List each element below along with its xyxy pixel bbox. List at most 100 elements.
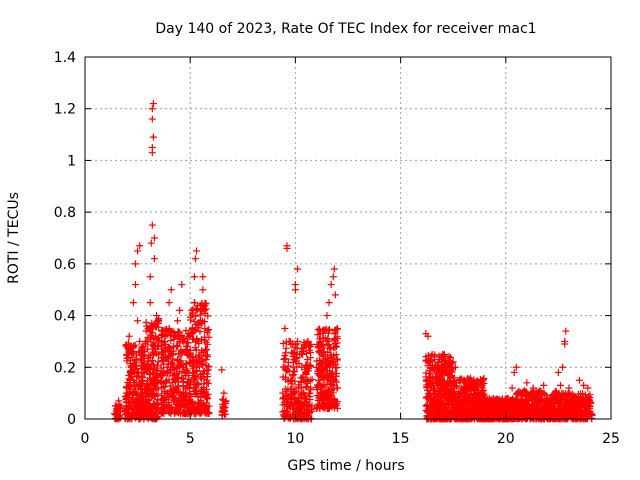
dense-data-point	[295, 383, 303, 391]
dense-data-point	[333, 355, 341, 363]
data-point	[180, 337, 188, 345]
data-point	[174, 317, 182, 325]
dense-data-point	[284, 402, 292, 410]
dense-data-point	[330, 404, 338, 412]
data-point	[191, 255, 199, 263]
x-tick-label: 20	[497, 431, 515, 447]
y-tick-label: 0.8	[54, 205, 76, 221]
dense-data-point	[570, 414, 578, 422]
dense-data-point	[136, 405, 144, 413]
dense-data-point	[328, 368, 336, 376]
dense-data-point	[314, 400, 322, 408]
dense-data-point	[452, 379, 460, 387]
dense-data-point	[151, 343, 159, 351]
dense-data-point	[191, 373, 199, 381]
dense-data-point	[129, 368, 137, 376]
data-point	[138, 389, 146, 397]
data-point	[550, 389, 558, 397]
dense-data-point	[430, 356, 438, 364]
dense-data-point	[332, 326, 340, 334]
dense-data-point	[291, 377, 299, 385]
data-point	[123, 384, 131, 392]
data-point	[289, 389, 297, 397]
x-axis-label: GPS time / hours	[287, 458, 404, 474]
data-point	[294, 337, 302, 345]
dense-data-point	[173, 357, 181, 365]
data-point	[148, 115, 156, 123]
dense-data-point	[173, 408, 181, 416]
data-point	[220, 402, 228, 410]
data-point	[323, 312, 331, 320]
data-point	[294, 265, 302, 273]
data-point	[125, 402, 133, 410]
dense-data-point	[490, 404, 498, 412]
dense-data-point	[424, 362, 432, 370]
dense-data-point	[192, 312, 200, 320]
dense-data-point	[155, 316, 163, 324]
data-points	[110, 100, 594, 418]
dense-data-point	[300, 338, 308, 346]
dense-data-point	[187, 359, 195, 367]
dense-data-point	[422, 369, 430, 377]
dense-data-point	[144, 396, 152, 404]
data-point	[464, 394, 472, 402]
dense-data-point	[131, 369, 139, 377]
dense-data-point	[422, 357, 430, 365]
dense-data-point	[494, 414, 502, 422]
dense-data-point	[325, 337, 333, 345]
data-point	[580, 381, 588, 389]
dense-data-point	[467, 387, 475, 395]
data-point	[131, 260, 139, 268]
data-point	[190, 273, 198, 281]
dense-data-point	[172, 404, 180, 412]
data-point	[153, 312, 161, 320]
data-point	[144, 363, 152, 371]
dense-data-point	[170, 397, 178, 405]
dense-data-point	[460, 396, 468, 404]
data-point	[544, 394, 552, 402]
data-point	[445, 368, 453, 376]
dense-data-point	[432, 373, 440, 381]
dense-data-point	[587, 410, 595, 418]
data-point	[161, 389, 169, 397]
dense-data-point	[422, 377, 430, 385]
data-point	[136, 337, 144, 345]
dense-data-point	[522, 393, 530, 401]
data-point	[441, 389, 449, 397]
dense-data-point	[422, 406, 430, 414]
dense-data-point	[157, 331, 165, 339]
data-point	[428, 350, 436, 358]
data-point	[171, 376, 179, 384]
dense-data-point	[568, 405, 576, 413]
dense-data-point	[187, 391, 195, 399]
dense-data-point	[149, 356, 157, 364]
data-point	[193, 363, 201, 371]
dense-data-point	[173, 331, 181, 339]
data-point	[315, 343, 323, 351]
y-tick-label: 0.2	[54, 360, 76, 376]
dense-data-point	[515, 414, 523, 422]
data-point	[136, 242, 144, 250]
dense-data-point	[308, 407, 316, 415]
dense-data-point	[454, 389, 462, 397]
dense-data-point	[163, 354, 171, 362]
dense-data-point	[183, 342, 191, 350]
dense-data-point	[199, 370, 207, 378]
dense-data-point	[164, 331, 172, 339]
dense-data-point	[437, 383, 445, 391]
dense-data-point	[305, 402, 313, 410]
dense-data-point	[447, 386, 455, 394]
dense-data-point	[169, 396, 177, 404]
dense-data-point	[332, 351, 340, 359]
data-point	[203, 376, 211, 384]
dense-data-point	[466, 374, 474, 382]
dense-data-point	[284, 392, 292, 400]
dense-data-point	[473, 405, 481, 413]
data-point	[325, 299, 333, 307]
dense-data-point	[565, 404, 573, 412]
dense-data-point	[324, 399, 332, 407]
data-point	[485, 402, 493, 410]
data-point	[285, 337, 293, 345]
data-point	[291, 281, 299, 289]
dense-data-point	[297, 374, 305, 382]
